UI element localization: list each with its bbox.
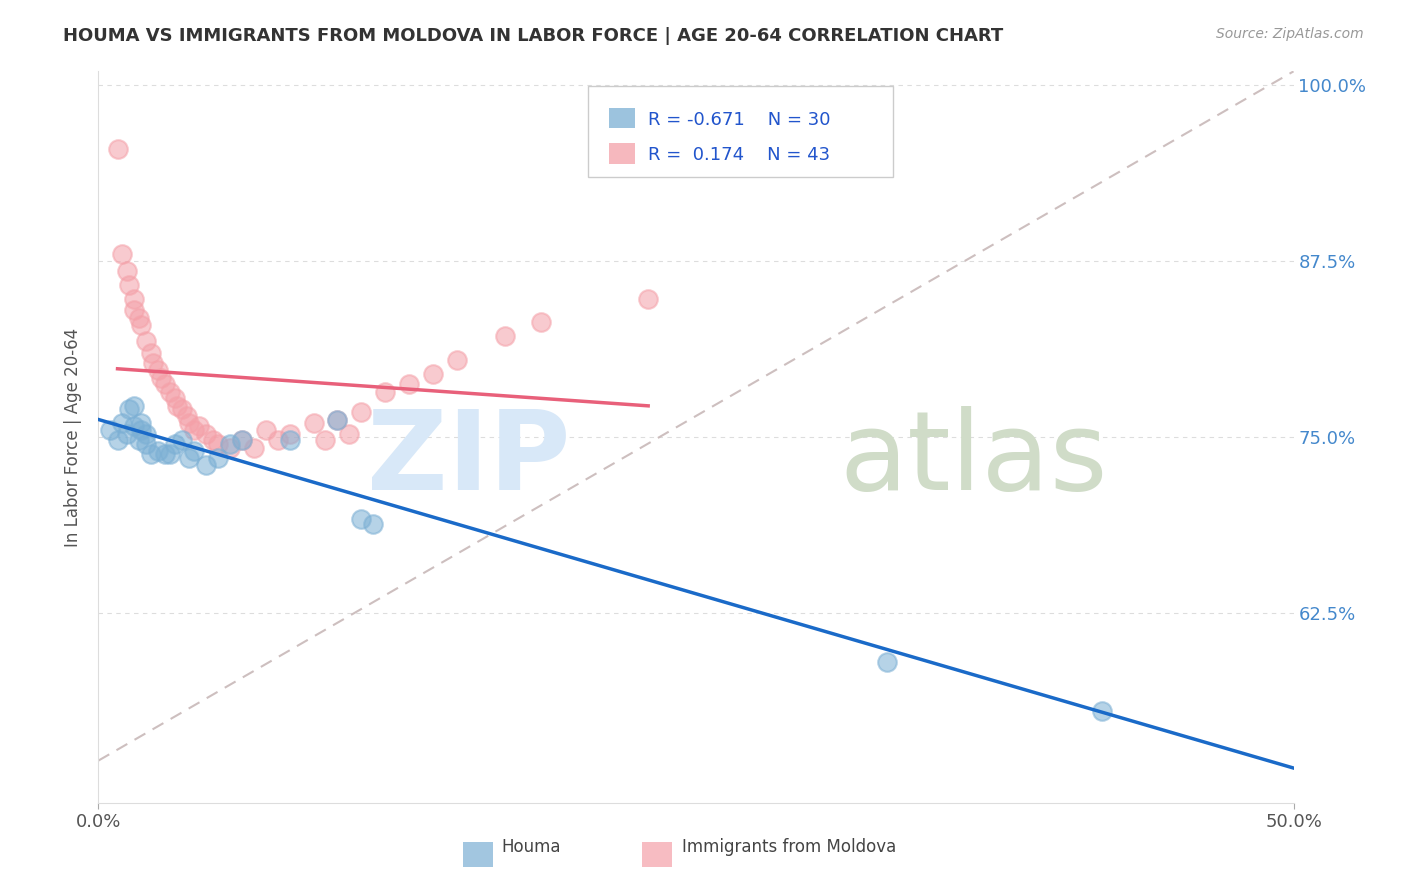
Point (398, 376, 420, 391)
Point (107, 142, 129, 156)
Text: R = -0.671    N = 30: R = -0.671 N = 30 (648, 111, 831, 128)
Point (315, 433, 337, 447)
Point (1091, 705, 1114, 719)
Bar (463, 841, 494, 867)
Point (530, 315, 553, 329)
Point (176, 409, 198, 423)
Point (202, 433, 225, 447)
Point (131, 423, 153, 437)
Point (155, 447, 177, 461)
Point (149, 371, 172, 385)
Point (350, 511, 373, 525)
Point (128, 433, 150, 447)
Point (172, 401, 194, 416)
FancyBboxPatch shape (589, 86, 893, 178)
Point (111, 416, 134, 430)
Point (124, 418, 146, 433)
Point (231, 433, 253, 447)
Point (179, 451, 201, 466)
Point (219, 437, 242, 451)
Point (422, 367, 444, 381)
Point (494, 328, 516, 343)
Text: Source: ZipAtlas.com: Source: ZipAtlas.com (1216, 27, 1364, 41)
Text: atlas: atlas (839, 406, 1108, 513)
Point (166, 399, 188, 413)
Point (231, 433, 253, 447)
Point (179, 416, 201, 430)
Point (135, 427, 157, 442)
Point (207, 437, 229, 451)
Point (98, 423, 122, 437)
Point (446, 352, 468, 367)
Text: R =  0.174    N = 43: R = 0.174 N = 43 (648, 145, 831, 164)
Point (118, 401, 141, 416)
Point (163, 391, 186, 405)
Point (139, 447, 162, 461)
Point (118, 278, 141, 293)
Point (128, 310, 150, 325)
Text: Immigrants from Moldova: Immigrants from Moldova (682, 838, 896, 856)
Point (148, 444, 170, 458)
Point (278, 427, 301, 442)
Point (374, 385, 396, 400)
Point (183, 423, 205, 437)
Point (159, 447, 181, 461)
Point (267, 433, 290, 447)
Point (115, 264, 138, 278)
Text: HOUMA VS IMMIGRANTS FROM MOLDOVA IN LABOR FORCE | AGE 20-64 CORRELATION CHART: HOUMA VS IMMIGRANTS FROM MOLDOVA IN LABO… (63, 27, 1004, 45)
Point (254, 423, 277, 437)
Point (107, 433, 129, 447)
Point (124, 292, 146, 306)
Point (139, 345, 162, 359)
Point (135, 334, 157, 349)
Point (187, 418, 209, 433)
Point (172, 433, 194, 447)
Bar (643, 841, 672, 867)
Point (115, 427, 138, 442)
Point (302, 416, 325, 430)
Text: ZIP: ZIP (367, 406, 571, 513)
Point (148, 362, 170, 376)
Point (243, 442, 266, 456)
Point (155, 376, 177, 391)
Point (326, 413, 349, 427)
Bar (609, 108, 636, 128)
Text: Houma: Houma (501, 838, 561, 856)
Point (195, 427, 218, 442)
Point (326, 413, 349, 427)
Point (159, 385, 181, 400)
Point (111, 247, 134, 261)
Point (219, 442, 242, 456)
Point (637, 292, 659, 306)
Point (278, 433, 301, 447)
Point (195, 458, 218, 473)
Point (207, 451, 229, 466)
Point (350, 405, 373, 419)
Bar (609, 143, 636, 163)
Point (131, 416, 153, 430)
Point (131, 318, 153, 332)
Y-axis label: In Labor Force | Age 20-64: In Labor Force | Age 20-64 (63, 327, 82, 547)
Point (142, 355, 165, 369)
Point (163, 437, 186, 451)
Point (339, 427, 361, 442)
Point (124, 399, 146, 413)
Point (135, 437, 157, 451)
Point (183, 444, 205, 458)
Point (363, 517, 385, 532)
Point (876, 655, 898, 669)
Point (124, 303, 146, 318)
